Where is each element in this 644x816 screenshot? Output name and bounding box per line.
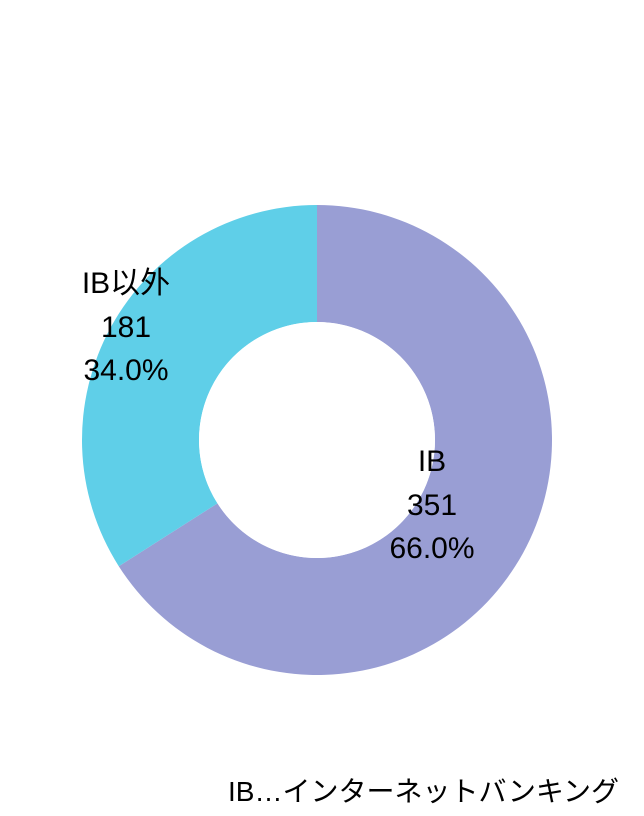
slice-label-ib-other: IB以外 181 34.0% (46, 262, 206, 393)
slice-label-line: 181 (46, 306, 206, 350)
slice-label-line: IB (352, 440, 512, 484)
slice-label-line: IB以外 (46, 262, 206, 306)
donut-chart-container: IB 351 66.0% IB以外 181 34.0% IB…インターネットバン… (0, 0, 644, 816)
slice-label-line: 66.0% (352, 527, 512, 571)
donut-chart-svg (0, 0, 644, 816)
slice-label-line: 351 (352, 484, 512, 528)
slice-label-ib: IB 351 66.0% (352, 440, 512, 571)
slice-label-line: 34.0% (46, 349, 206, 393)
chart-footnote: IB…インターネットバンキング (228, 770, 619, 810)
